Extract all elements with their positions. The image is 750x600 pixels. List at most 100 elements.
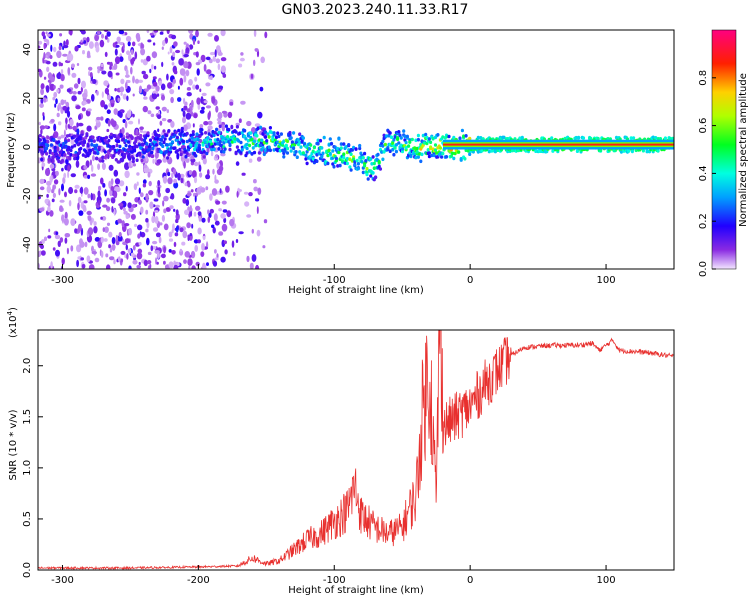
spectrogram-cell	[190, 189, 194, 193]
spectrogram-cell	[193, 161, 199, 167]
spectrogram-cell	[83, 187, 89, 195]
spectrogram-cell	[180, 129, 184, 134]
spectrogram-cell	[241, 172, 246, 176]
spectrogram-cell	[162, 200, 165, 207]
spectrogram-cell	[151, 93, 158, 100]
spectrogram-cell	[38, 68, 42, 72]
spectrogram-cell	[102, 227, 106, 233]
spectrogram-cell	[369, 174, 373, 178]
spectrogram-cell	[184, 209, 190, 216]
spectrogram-cell	[125, 135, 129, 139]
spectrogram-cell	[349, 152, 353, 156]
spectrogram-cell	[74, 150, 78, 155]
spectrogram-cell	[62, 177, 66, 184]
spectrogram-cell	[128, 53, 132, 62]
spectrogram-cell	[70, 138, 75, 145]
spectrogram-cell	[150, 245, 154, 252]
spectrogram-cell	[441, 151, 445, 156]
spectrogram-cell	[46, 135, 50, 140]
spectrogram-cell	[356, 162, 360, 166]
spectrogram-cell	[220, 57, 227, 62]
spectrogram-cell	[109, 99, 115, 104]
spectrogram-cell	[163, 208, 167, 214]
spectrogram-cell	[123, 192, 127, 197]
spectrogram-cell	[290, 140, 294, 144]
spectrogram-cell	[86, 210, 92, 216]
spectrogram-cell	[172, 78, 176, 84]
spectrogram-cell	[64, 140, 68, 144]
spectrogram-cell	[59, 33, 63, 37]
spectrogram-cell	[671, 136, 674, 141]
spectrogram-cell	[91, 135, 95, 140]
spectrogram-cell	[95, 156, 99, 161]
spectrogram-cell	[630, 149, 635, 154]
spectrogram-cell	[298, 132, 302, 136]
spectrogram-cell	[190, 158, 196, 163]
spectrogram-cell	[161, 106, 167, 112]
spectrogram-cell	[282, 155, 286, 159]
colorbar-tick-label: 0.0	[698, 261, 709, 277]
spectrogram-cell	[212, 260, 218, 267]
spectrogram-cell	[339, 146, 343, 150]
spectrogram-cell	[101, 162, 106, 170]
spectrogram-cell	[47, 235, 52, 239]
spectrogram-cell	[175, 218, 179, 224]
spectrogram-cell	[167, 129, 171, 133]
spectrogram-cell	[60, 74, 65, 82]
spectrogram-cell	[414, 155, 418, 160]
spectrogram-cell	[195, 132, 199, 136]
spectrogram-cell	[386, 147, 390, 151]
spectrogram-cell	[104, 189, 107, 197]
spectrogram-cell	[63, 172, 67, 179]
spectrogram-cell	[197, 103, 201, 110]
spectrogram-cell	[179, 77, 184, 86]
spectrogram-cell	[50, 44, 53, 52]
spectrogram-cell	[126, 110, 131, 119]
spectrogram-cell	[88, 41, 94, 49]
spectrogram-cell	[80, 30, 86, 35]
spectrogram-cell	[415, 146, 419, 151]
spectrogram-cell	[360, 160, 364, 164]
spectrogram-cell	[251, 146, 255, 150]
spectrogram-cell	[155, 133, 159, 137]
spectrogram-cell	[221, 200, 227, 205]
spectrogram-cell	[57, 240, 61, 247]
spectrogram-cell	[136, 181, 139, 186]
spectrogram-cell	[195, 51, 199, 58]
spectrogram-cell	[105, 206, 111, 212]
spectrogram-cell	[106, 94, 112, 101]
spectrogram-cell	[253, 186, 258, 192]
spectrogram-cell	[101, 91, 104, 98]
spectrogram-cell	[176, 262, 180, 267]
spectrogram-cell	[186, 92, 192, 97]
spectrogram-cell	[113, 259, 116, 265]
spectrogram-cell	[76, 63, 80, 66]
spectrogram-cell	[493, 149, 497, 154]
spectrogram-cell	[194, 195, 197, 203]
spectrogram-cell	[120, 92, 123, 96]
spectrogram-cell	[145, 153, 148, 162]
spectrogram-cell	[393, 146, 397, 150]
spectrogram-cell	[141, 148, 145, 152]
spectrogram-cell	[432, 153, 436, 158]
spectrogram-cell	[41, 162, 46, 167]
spectrogram-cell	[63, 153, 67, 157]
spectrogram-cell	[117, 36, 121, 45]
spectrogram-cell	[294, 150, 298, 154]
colorbar-label: Normalized spectral amplitude	[738, 73, 749, 227]
spectrogram-cell	[197, 239, 201, 244]
spectrogram-cell	[160, 83, 166, 91]
spectrogram-cell	[444, 155, 449, 159]
spectrogram-cell	[378, 167, 383, 171]
spectrogram-cell	[358, 146, 362, 151]
spectrogram-cell	[328, 137, 332, 141]
spectrogram-cell	[79, 137, 83, 141]
spectrogram-cell	[53, 179, 59, 185]
spectrogram-cell	[240, 131, 244, 135]
spectrogram-cell	[161, 135, 165, 139]
spectrogram-cell	[238, 118, 242, 123]
spectrogram-cell	[72, 125, 77, 131]
spectrogram-cell	[271, 137, 275, 141]
spectrogram-cell	[218, 208, 223, 212]
spectrogram-cell	[117, 139, 121, 143]
